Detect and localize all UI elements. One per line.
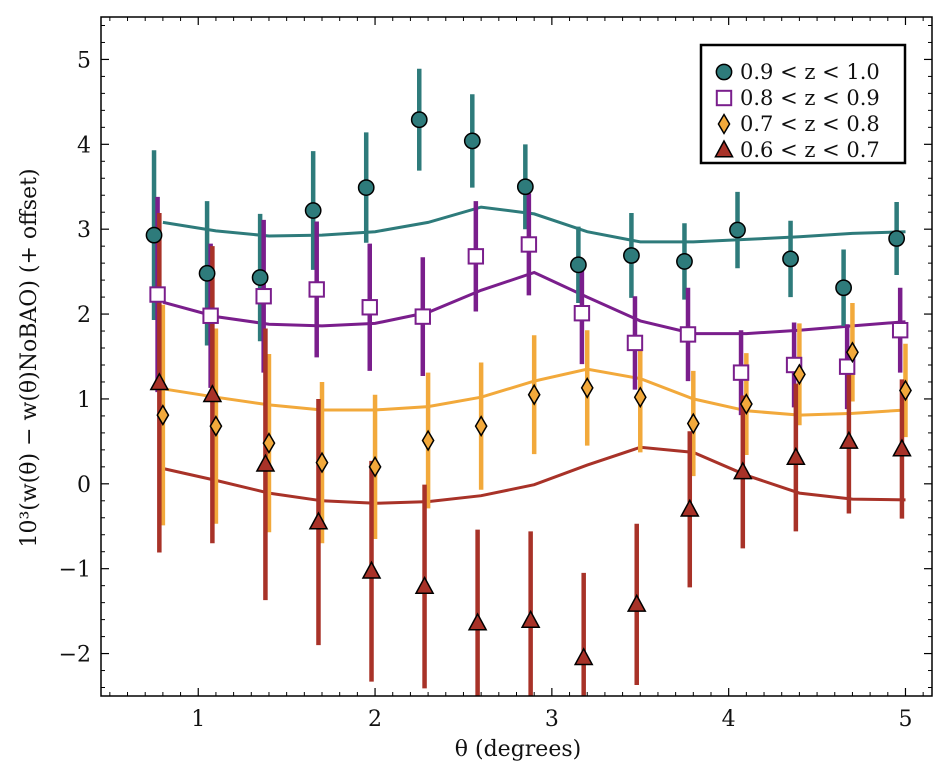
data-point bbox=[361, 560, 382, 579]
data-point bbox=[463, 132, 481, 150]
data-point bbox=[149, 372, 170, 391]
x-tick-label: 5 bbox=[898, 707, 912, 732]
y-tick-label: 0 bbox=[77, 473, 91, 498]
y-tick-label: 5 bbox=[77, 48, 91, 73]
data-point bbox=[782, 250, 799, 268]
data-point bbox=[357, 179, 375, 196]
data-point bbox=[892, 438, 912, 457]
x-tick-label: 1 bbox=[191, 707, 205, 732]
data-point bbox=[573, 647, 594, 666]
data-point bbox=[361, 299, 378, 316]
legend-label-series-3: 0.7 < z < 0.8 bbox=[740, 112, 880, 136]
data-point bbox=[732, 364, 750, 381]
data-point bbox=[520, 236, 538, 253]
data-point bbox=[792, 363, 806, 386]
legend-marker-series-4 bbox=[714, 139, 734, 158]
model-line-series-1 bbox=[162, 205, 906, 244]
data-point bbox=[421, 429, 435, 452]
y-tick-label: 4 bbox=[77, 133, 91, 158]
data-point bbox=[888, 230, 906, 247]
y-tick-label: 2 bbox=[77, 303, 91, 328]
data-point bbox=[633, 386, 647, 409]
data-point bbox=[786, 446, 806, 466]
data-point bbox=[686, 412, 700, 435]
y-tick-label: −1 bbox=[59, 558, 91, 583]
data-point bbox=[626, 593, 647, 612]
data-point bbox=[251, 269, 269, 286]
data-point bbox=[467, 248, 485, 265]
data-point bbox=[255, 453, 276, 472]
data-point bbox=[835, 279, 852, 297]
data-point bbox=[467, 612, 488, 631]
x-tick-label: 3 bbox=[545, 707, 559, 732]
data-point bbox=[308, 281, 325, 298]
legend-marker-series-3 bbox=[717, 113, 731, 135]
data-point bbox=[410, 111, 428, 129]
data-point bbox=[368, 455, 382, 478]
legend-label-series-4: 0.6 < z < 0.7 bbox=[740, 138, 880, 162]
legend-box bbox=[699, 43, 907, 165]
data-point bbox=[414, 575, 435, 595]
model-line-series-4 bbox=[162, 445, 906, 505]
data-point bbox=[679, 498, 700, 517]
data-point bbox=[573, 305, 591, 322]
data-point bbox=[308, 511, 329, 530]
data-point bbox=[626, 334, 644, 352]
data-point bbox=[676, 253, 693, 270]
data-point bbox=[198, 264, 216, 282]
data-point bbox=[527, 383, 541, 406]
data-point bbox=[262, 432, 276, 454]
data-point bbox=[839, 430, 859, 449]
data-point bbox=[569, 256, 587, 274]
axes: 1 2 3 4 5 −2 −1 0 1 2 3 4 5 bbox=[59, 16, 933, 732]
data-point bbox=[733, 461, 753, 480]
data-point bbox=[209, 415, 223, 438]
y-tick-label: −2 bbox=[59, 643, 91, 668]
data-point bbox=[414, 308, 431, 325]
data-point bbox=[520, 609, 541, 628]
data-point bbox=[474, 415, 488, 438]
data-point bbox=[679, 326, 697, 343]
data-point bbox=[156, 404, 170, 426]
data-point bbox=[315, 451, 329, 474]
data-point bbox=[516, 178, 534, 196]
data-point bbox=[202, 384, 223, 403]
data-point bbox=[739, 393, 753, 415]
data-point bbox=[838, 358, 856, 375]
legend-marker-series-2 bbox=[715, 89, 733, 107]
x-tick-label: 4 bbox=[722, 707, 736, 732]
data-point bbox=[304, 202, 322, 219]
plot-area bbox=[145, 68, 912, 696]
data-point bbox=[145, 226, 163, 244]
legend-label-series-2: 0.8 < z < 0.9 bbox=[740, 86, 880, 110]
data-point bbox=[899, 379, 912, 402]
y-axis-label: 10³(w(θ) − w(θ)NoBAO) (+ offset) bbox=[17, 168, 42, 547]
legend-marker-series-1 bbox=[715, 63, 733, 81]
y-tick-label: 1 bbox=[77, 388, 91, 413]
data-point bbox=[202, 307, 219, 324]
y-tick-label: 3 bbox=[77, 218, 91, 243]
legend-label-series-1: 0.9 < z < 1.0 bbox=[740, 60, 880, 84]
data-point bbox=[149, 286, 166, 303]
x-axis-label: θ (degrees) bbox=[455, 737, 581, 762]
x-tick-label: 2 bbox=[368, 707, 382, 732]
data-point bbox=[845, 341, 859, 364]
series-group bbox=[145, 68, 912, 696]
data-point bbox=[623, 247, 640, 264]
data-point bbox=[255, 288, 272, 305]
data-point bbox=[729, 221, 746, 239]
legend: 0.9 < z < 1.00.8 < z < 0.90.7 < z < 0.80… bbox=[699, 43, 907, 165]
data-point bbox=[580, 376, 594, 399]
data-point bbox=[891, 321, 909, 339]
model-line-series-2 bbox=[162, 270, 906, 336]
